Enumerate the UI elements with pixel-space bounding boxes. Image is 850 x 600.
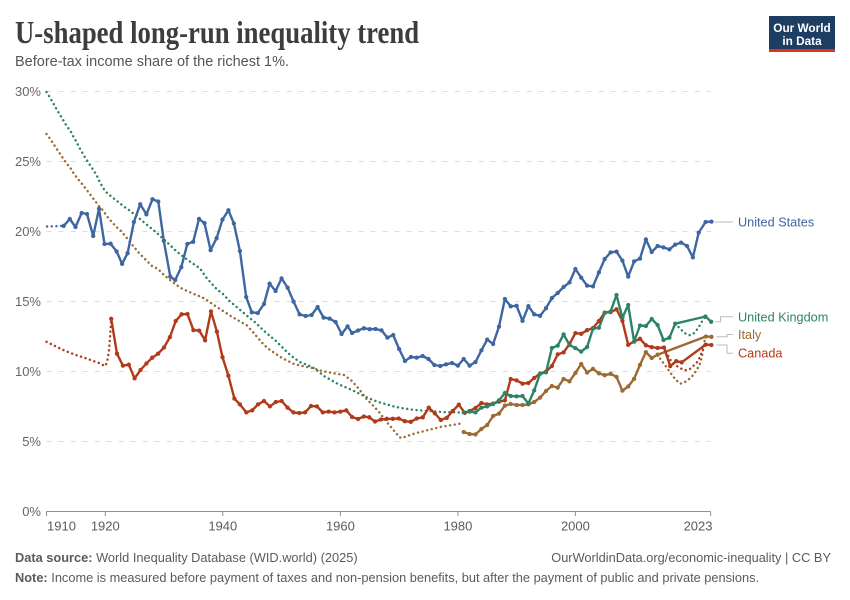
svg-text:United Kingdom: United Kingdom xyxy=(738,310,828,324)
svg-text:20%: 20% xyxy=(15,224,41,239)
svg-text:1960: 1960 xyxy=(326,519,355,534)
svg-text:2023: 2023 xyxy=(684,519,713,534)
svg-text:Canada: Canada xyxy=(738,347,783,361)
svg-text:United States: United States xyxy=(738,216,814,230)
svg-text:1980: 1980 xyxy=(443,519,472,534)
svg-text:0%: 0% xyxy=(22,504,41,519)
svg-text:Italy: Italy xyxy=(738,328,762,342)
svg-text:1910: 1910 xyxy=(47,519,76,534)
svg-text:5%: 5% xyxy=(22,434,41,449)
svg-text:1920: 1920 xyxy=(91,519,120,534)
svg-text:15%: 15% xyxy=(15,294,41,309)
svg-text:25%: 25% xyxy=(15,154,41,169)
svg-text:2000: 2000 xyxy=(561,519,590,534)
svg-text:10%: 10% xyxy=(15,364,41,379)
svg-text:1940: 1940 xyxy=(208,519,237,534)
svg-text:30%: 30% xyxy=(15,84,41,99)
